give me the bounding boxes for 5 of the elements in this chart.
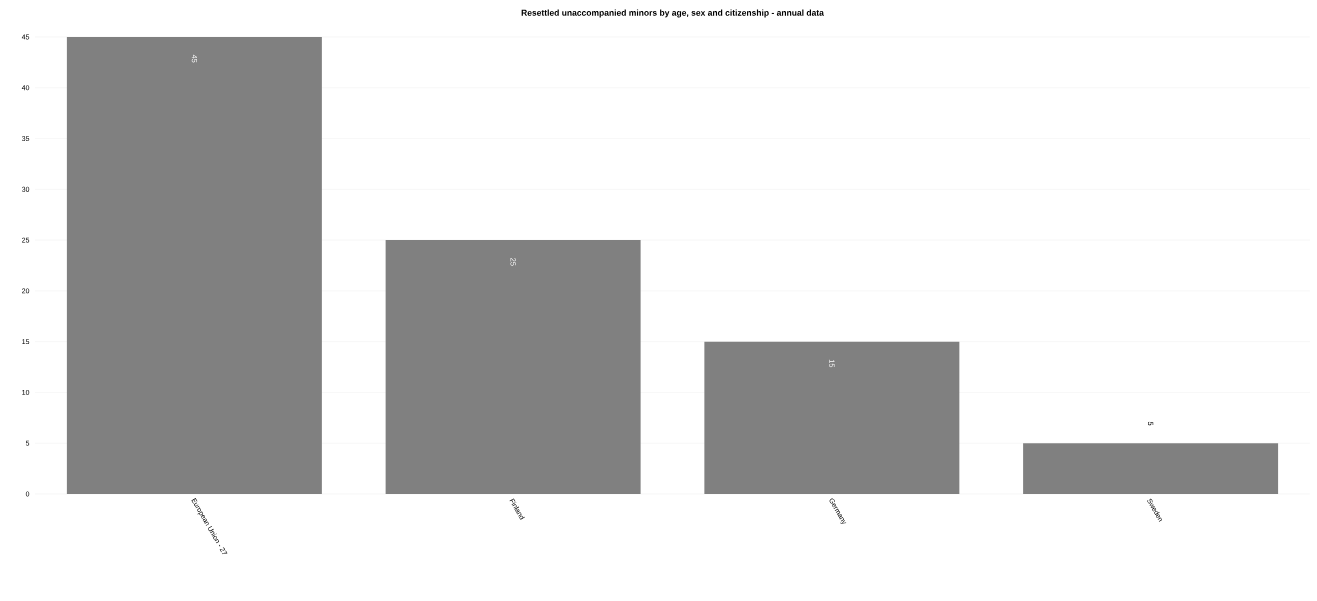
chart-title: Resettled unaccompanied minors by age, sex and citizenship - annual data: [521, 9, 824, 18]
bar: [1023, 443, 1279, 494]
bar: [704, 341, 960, 494]
bar: [66, 36, 322, 494]
bar: [385, 240, 641, 494]
